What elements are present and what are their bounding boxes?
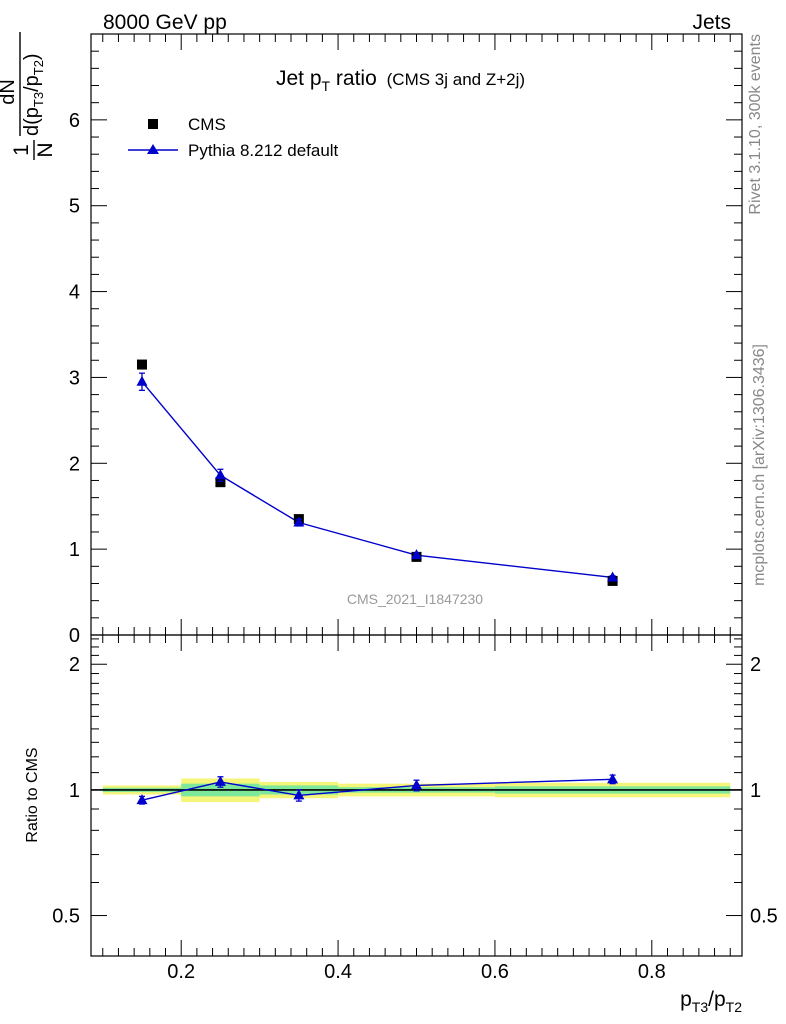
header-left: 8000 GeV pp — [103, 11, 227, 34]
y-main-tick-label: 6 — [69, 110, 80, 132]
mc-main-point — [136, 375, 148, 386]
legend-mc-label: Pythia 8.212 default — [188, 141, 339, 160]
mc-ratio-point — [136, 794, 148, 805]
x-tick-label: 0.4 — [324, 961, 352, 983]
x-label-mid: /p — [708, 988, 726, 1011]
analysis-watermark: CMS_2021_I1847230 — [347, 591, 483, 607]
y-main-tick-label: 2 — [69, 453, 80, 475]
y-label-mid: /p — [21, 75, 43, 92]
y-label-close: ) — [21, 53, 43, 60]
x-label-p1: p — [680, 988, 692, 1011]
plot-title: Jet pT ratio (CMS 3j and Z+2j) — [276, 67, 525, 94]
y-label-den: N — [34, 142, 57, 157]
header-right: Jets — [692, 11, 731, 34]
plot-title-subscript: T — [322, 78, 331, 94]
data-point — [215, 477, 226, 488]
mc-ratio-point — [214, 775, 226, 786]
legend-data-marker — [148, 119, 158, 129]
y-label-sub1: T3 — [31, 92, 46, 107]
x-tick-label: 0.2 — [167, 961, 195, 983]
y-ratio-tick-label-right: 1 — [750, 780, 761, 802]
y-main-tick-label: 1 — [69, 539, 80, 561]
y-main-tick-label: 0 — [69, 625, 80, 647]
y-main-tick-label: 5 — [69, 196, 80, 218]
x-label-sub2: T2 — [726, 999, 743, 1015]
mc-ratio-point — [607, 773, 619, 784]
plot-title-main: Jet p — [276, 67, 322, 90]
y-label-num: 1 — [10, 144, 33, 156]
mc-main-point — [411, 549, 422, 560]
plot-title-extra: (CMS 3j and Z+2j) — [387, 70, 525, 89]
x-label-sub1: T3 — [692, 999, 709, 1015]
mc-ratio-point — [293, 789, 305, 800]
y-main-tick-label: 3 — [69, 367, 80, 389]
y-ratio-tick-label-right: 2 — [750, 654, 761, 676]
plot-title-tail: ratio — [330, 67, 377, 90]
legend-data-label: CMS — [188, 115, 226, 134]
rivet-version-label: Rivet 3.1.10, 300k events — [747, 34, 764, 215]
y-ratio-tick-label: 2 — [69, 654, 80, 676]
mc-main-point — [293, 516, 305, 527]
y-label-dN: dN — [0, 79, 19, 105]
y-label-denominator: d(pT3/pT2) — [21, 53, 46, 136]
mc-main-point — [214, 469, 226, 480]
y-ratio-tick-label: 1 — [69, 780, 80, 802]
y-main-tick-label: 4 — [69, 282, 80, 304]
axis-tick-labels: 0.2 0.4 0.6 0.8 0 1 2 3 4 5 6 0.5 0.5 1 1 2 2 — [52, 110, 778, 983]
y-ratio-tick-label: 0.5 — [52, 906, 80, 928]
axis-ticks — [91, 34, 742, 957]
mc-main-line — [141, 381, 613, 579]
y-label-d-part: d(p — [21, 107, 43, 136]
main-y-axis-label: 1 N dN d(pT3/pT2) — [0, 32, 57, 160]
x-tick-label: 0.8 — [638, 961, 666, 983]
mc-series-markers — [136, 372, 619, 805]
ratio-y-axis-label: Ratio to CMS — [24, 747, 41, 842]
x-axis-label: pT3/pT2 — [680, 988, 742, 1015]
x-tick-label: 0.6 — [481, 961, 509, 983]
y-ratio-tick-label-right: 0.5 — [750, 906, 778, 928]
mc-ratio-point — [411, 779, 422, 790]
data-series-markers — [136, 359, 618, 586]
mcplots-label: mcplots.cern.ch [arXiv:1306.3436] — [751, 344, 768, 586]
y-label-sub2: T2 — [31, 60, 46, 75]
mc-main-point — [607, 571, 619, 582]
data-point — [136, 359, 147, 370]
legend-mc-marker — [147, 144, 159, 154]
